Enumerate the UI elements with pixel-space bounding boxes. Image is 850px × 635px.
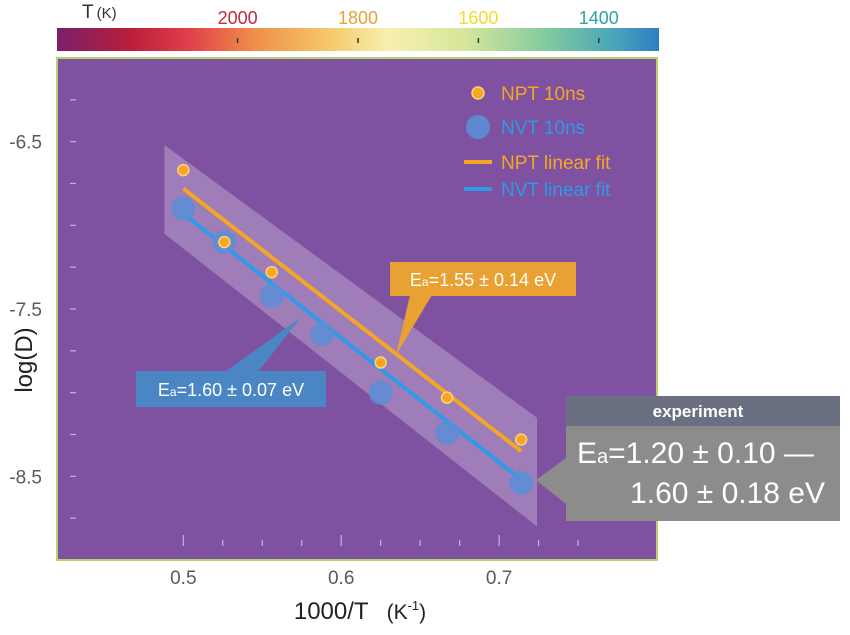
experiment-line1: Ea=1.20 ± 0.10 —	[577, 437, 814, 470]
colorbar-tick-label: 2000	[218, 8, 258, 28]
x-tick-label: 0.5	[170, 568, 196, 589]
y-tick-label: -6.5	[9, 133, 42, 154]
legend-marker-nvt	[466, 115, 490, 139]
npt-point	[440, 391, 454, 404]
legend-label-npt: NPT 10ns	[501, 84, 585, 105]
x-tick-label: 0.7	[486, 568, 512, 589]
x-axis-label: 1000/T (K-1)	[294, 598, 426, 625]
nvt-point	[259, 283, 284, 308]
nvt-fit-line	[182, 212, 523, 482]
npt-point	[177, 163, 190, 177]
annotation-nvt-pointer	[225, 318, 300, 372]
nvt-point	[368, 380, 393, 405]
experiment-header-bg	[566, 396, 840, 426]
plot-layer	[164, 145, 538, 527]
annotation-npt-pointer	[396, 295, 432, 355]
nvt-point	[171, 196, 196, 221]
x-tick-label: 0.6	[328, 568, 354, 589]
annotation-nvt: Ea=1.60 ± 0.07 eV	[136, 318, 326, 407]
colorbar-title: T (K)	[82, 2, 117, 23]
y-tick-label: -7.5	[9, 300, 42, 321]
experiment-box: experiment Ea=1.20 ± 0.10 — 1.60 ± 0.18 …	[536, 396, 840, 521]
colorbar-tick-label: 1600	[458, 8, 498, 28]
legend-label-nvt-fit: NVT linear fit	[501, 180, 611, 201]
y-axis-tick-labels: -6.5 -7.5 -8.5	[9, 133, 42, 489]
colorbar-tick-label: 1400	[579, 8, 619, 28]
colorbar: T (K) 2000 1800 1600 1400	[57, 2, 659, 51]
nvt-point	[310, 322, 335, 347]
experiment-header-text: experiment	[653, 402, 744, 421]
npt-point	[374, 356, 387, 369]
legend: NPT 10ns NVT 10ns NPT linear fit NVT lin…	[464, 84, 611, 201]
annotation-npt: Ea=1.55 ± 0.14 eV	[390, 262, 576, 355]
experiment-body-bg	[566, 426, 840, 521]
colorbar-ticks: 2000 1800 1600 1400	[218, 8, 619, 43]
x-axis-tick-labels: 0.5 0.6 0.7	[170, 568, 512, 589]
annotation-npt-text: Ea=1.55 ± 0.14 eV	[410, 270, 556, 290]
colorbar-tick-label: 1800	[338, 8, 378, 28]
legend-marker-npt	[471, 86, 485, 100]
nvt-point	[435, 420, 459, 445]
nvt-point	[509, 471, 534, 496]
npt-point	[218, 235, 231, 249]
annotation-nvt-box	[136, 371, 326, 407]
y-axis-label: log(D)	[11, 327, 38, 392]
legend-label-nvt: NVT 10ns	[501, 118, 585, 139]
annotation-npt-box	[390, 262, 576, 296]
y-tick-label: -8.5	[9, 467, 42, 488]
annotation-nvt-text: Ea=1.60 ± 0.07 eV	[158, 380, 304, 400]
npt-fit-line	[182, 186, 523, 453]
experiment-pointer	[536, 458, 566, 504]
experiment-line2: 1.60 ± 0.18 eV	[630, 477, 825, 510]
legend-label-npt-fit: NPT linear fit	[501, 153, 611, 174]
minor-ticks	[70, 99, 579, 546]
npt-point	[265, 265, 278, 279]
npt-point	[514, 433, 528, 446]
